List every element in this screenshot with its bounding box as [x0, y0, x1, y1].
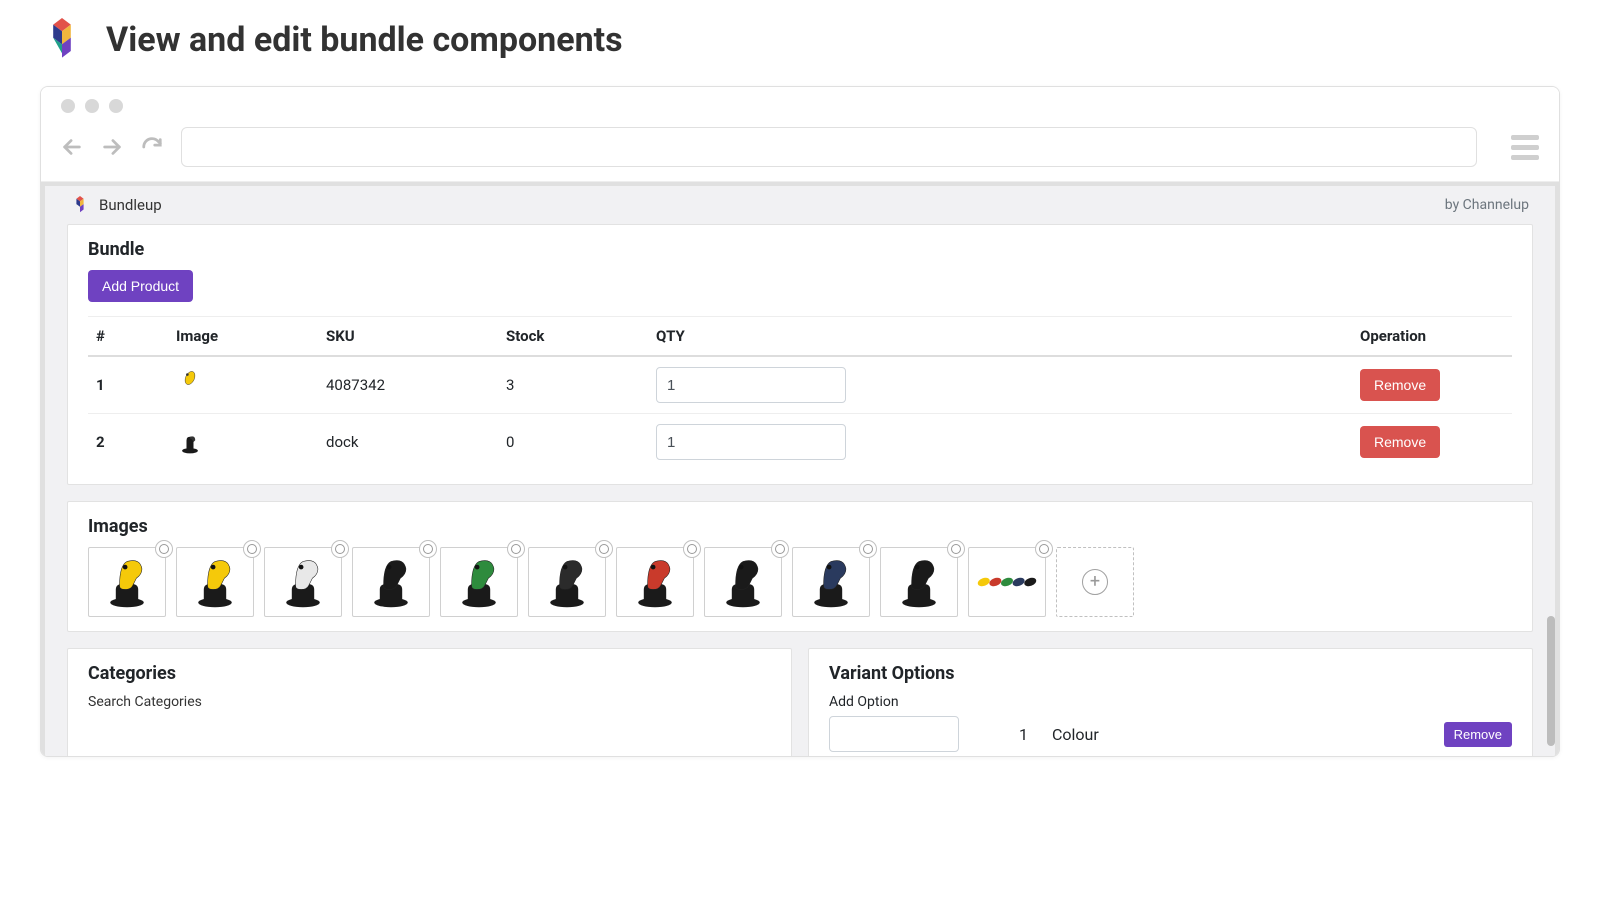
variants-title: Variant Options — [829, 663, 1512, 684]
image-tile[interactable] — [792, 547, 870, 617]
traffic-lights — [61, 99, 1539, 113]
remove-image-icon[interactable] — [771, 540, 789, 558]
images-title: Images — [88, 516, 1512, 537]
variant-list: 1 Colour Remove — [1019, 722, 1512, 747]
traffic-dot — [109, 99, 123, 113]
cell-stock: 0 — [498, 414, 648, 471]
app-header: Bundleup by Channelup — [49, 186, 1551, 224]
image-tile[interactable] — [176, 547, 254, 617]
cell-sku: 4087342 — [318, 356, 498, 414]
browser-chrome — [41, 87, 1559, 182]
col-num: # — [88, 317, 168, 357]
image-tile[interactable] — [264, 547, 342, 617]
image-tile[interactable] — [88, 547, 166, 617]
categories-card: Categories Search Categories — [67, 648, 792, 757]
reload-button[interactable] — [141, 136, 163, 158]
image-tile[interactable] — [440, 547, 518, 617]
cell-sku: dock — [318, 414, 498, 471]
remove-image-icon[interactable] — [683, 540, 701, 558]
bundle-card: Bundle Add Product # Image SKU Stock QTY… — [67, 224, 1533, 485]
by-line: by Channelup — [1445, 197, 1529, 213]
plus-icon: + — [1082, 569, 1108, 595]
images-row: + — [88, 547, 1512, 617]
remove-image-icon[interactable] — [1035, 540, 1053, 558]
remove-image-icon[interactable] — [507, 540, 525, 558]
traffic-dot — [61, 99, 75, 113]
remove-image-icon[interactable] — [331, 540, 349, 558]
browser-shell: Bundleup by Channelup Bundle Add Product… — [40, 86, 1560, 757]
cell-image — [168, 356, 318, 414]
image-tile[interactable] — [880, 547, 958, 617]
cell-op: Remove — [1352, 356, 1512, 414]
traffic-dot — [85, 99, 99, 113]
categories-title: Categories — [88, 663, 771, 684]
page-title: View and edit bundle components — [106, 20, 623, 60]
remove-image-icon[interactable] — [595, 540, 613, 558]
browser-toolbar — [61, 127, 1539, 167]
bundle-table: # Image SKU Stock QTY Operation 1 408734… — [88, 316, 1512, 470]
col-image: Image — [168, 317, 318, 357]
page-header: View and edit bundle components — [0, 0, 1600, 86]
image-tile[interactable] — [528, 547, 606, 617]
image-tile[interactable] — [352, 547, 430, 617]
app-name: Bundleup — [99, 196, 162, 214]
add-option-label: Add Option — [829, 694, 1512, 710]
app-brand-icon — [71, 196, 89, 214]
cell-num: 1 — [88, 356, 168, 414]
app-body: Bundleup by Channelup Bundle Add Product… — [41, 182, 1559, 756]
remove-image-icon[interactable] — [947, 540, 965, 558]
product-thumb-icon — [176, 371, 204, 399]
bundle-title: Bundle — [88, 239, 1512, 260]
images-card: Images — [67, 501, 1533, 632]
cell-num: 2 — [88, 414, 168, 471]
add-product-button[interactable]: Add Product — [88, 270, 193, 302]
col-op: Operation — [1352, 317, 1512, 357]
table-row: 1 4087342 3 Remove — [88, 356, 1512, 414]
cell-qty — [648, 356, 1352, 414]
cell-qty — [648, 414, 1352, 471]
qty-input[interactable] — [656, 424, 846, 460]
app-brand: Bundleup — [71, 196, 162, 214]
remove-image-icon[interactable] — [419, 540, 437, 558]
col-qty: QTY — [648, 317, 1352, 357]
scrollbar[interactable] — [1547, 616, 1555, 746]
cell-op: Remove — [1352, 414, 1512, 471]
remove-image-icon[interactable] — [859, 540, 877, 558]
image-tile[interactable] — [616, 547, 694, 617]
variant-name: Colour — [1052, 725, 1099, 744]
image-tile[interactable] — [704, 547, 782, 617]
variant-row: 1 Colour Remove — [829, 716, 1512, 752]
search-categories-label: Search Categories — [88, 694, 771, 710]
image-tile[interactable] — [968, 547, 1046, 617]
app-logo-icon — [40, 18, 84, 62]
table-row: 2 dock 0 Remove — [88, 414, 1512, 471]
back-button[interactable] — [61, 136, 83, 158]
address-bar[interactable] — [181, 127, 1477, 167]
remove-image-icon[interactable] — [243, 540, 261, 558]
qty-input[interactable] — [656, 367, 846, 403]
variant-num: 1 — [1019, 725, 1028, 744]
remove-button[interactable]: Remove — [1360, 426, 1440, 458]
product-thumb-icon — [176, 428, 204, 456]
cell-image — [168, 414, 318, 471]
remove-image-icon[interactable] — [155, 540, 173, 558]
col-sku: SKU — [318, 317, 498, 357]
forward-button[interactable] — [101, 136, 123, 158]
menu-button[interactable] — [1511, 135, 1539, 160]
variants-card: Variant Options Add Option 1 Colour Remo… — [808, 648, 1533, 757]
bottom-row: Categories Search Categories Variant Opt… — [49, 648, 1551, 757]
add-image-tile[interactable]: + — [1056, 547, 1134, 617]
remove-button[interactable]: Remove — [1360, 369, 1440, 401]
variant-remove-button[interactable]: Remove — [1444, 722, 1512, 747]
col-stock: Stock — [498, 317, 648, 357]
variant-input[interactable] — [829, 716, 959, 752]
cell-stock: 3 — [498, 356, 648, 414]
